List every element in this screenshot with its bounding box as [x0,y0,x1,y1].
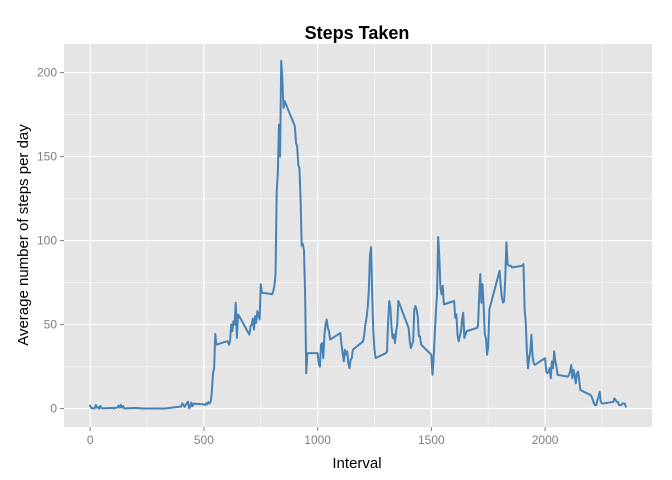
x-tick-label: 1000 [304,433,331,447]
x-tick-label: 0 [87,433,94,447]
chart-title: Steps Taken [305,23,410,43]
x-tick-label: 1500 [418,433,445,447]
x-axis: 0 500 1000 1500 2000 [87,427,559,447]
series-line [89,59,627,410]
y-tick-label: 200 [37,66,57,80]
x-tick-label: 2000 [532,433,559,447]
y-axis-title: Average number of steps per day [15,124,32,346]
series-layer [89,59,627,410]
y-tick-label: 150 [37,150,57,164]
x-axis-title: Interval [332,455,381,472]
y-tick-label: 0 [50,402,57,416]
y-tick-label: 50 [44,318,58,332]
plot-panel [64,44,652,427]
x-tick-label: 500 [194,433,214,447]
y-axis: 0 50 100 150 200 [37,66,64,416]
major-gridlines [64,44,652,427]
y-tick-label: 100 [37,234,57,248]
